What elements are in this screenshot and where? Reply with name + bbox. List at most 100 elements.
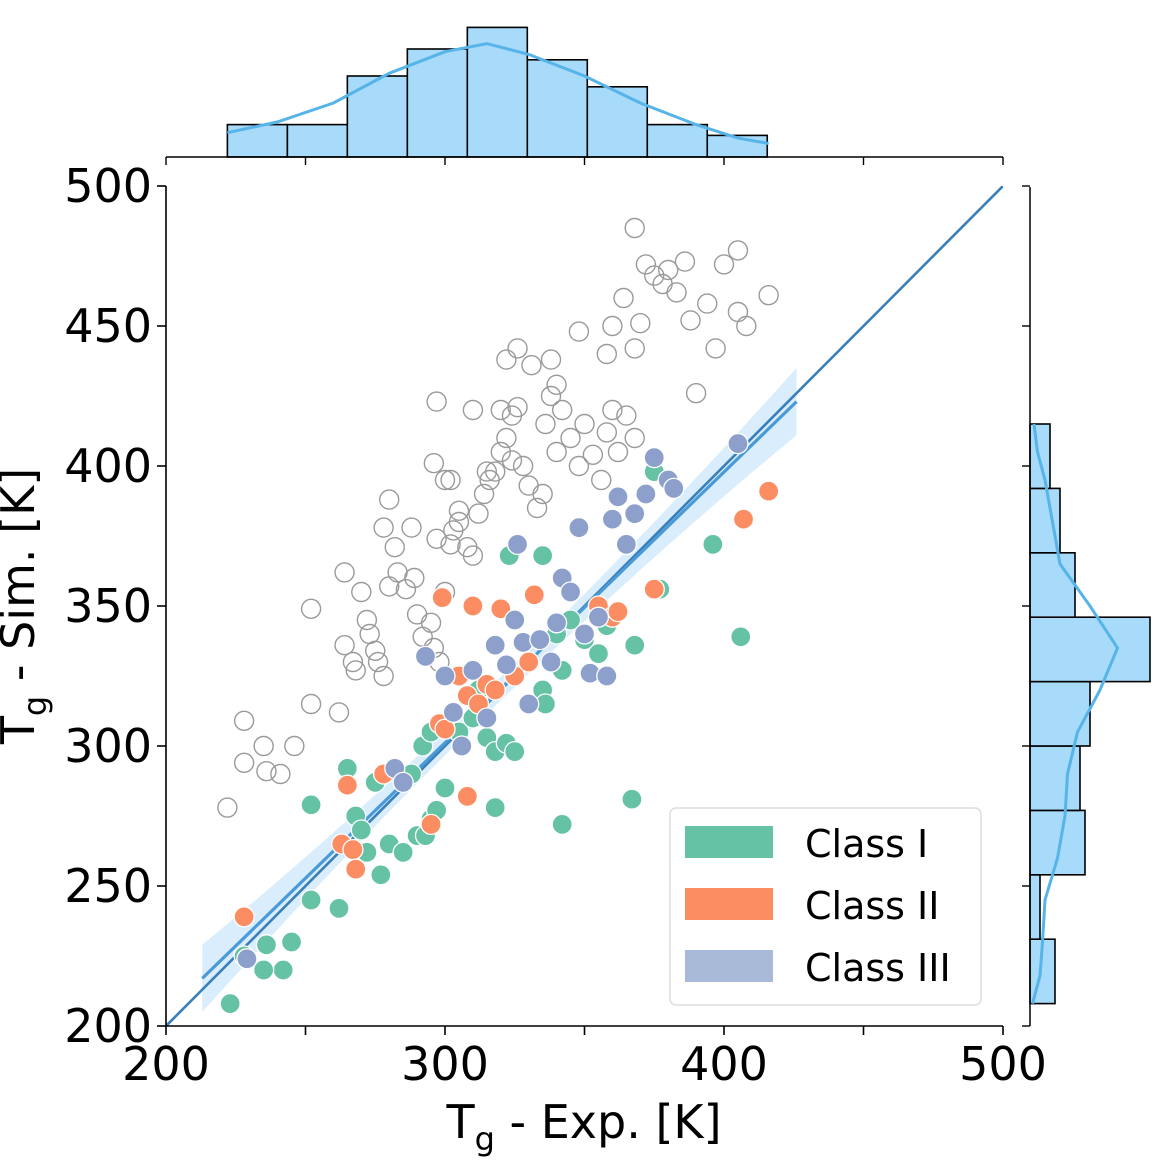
class-ii-point: [732, 508, 755, 530]
unlabeled-point: [521, 355, 542, 376]
top-hist-bar: [406, 48, 469, 158]
class-iii-point: [504, 609, 526, 631]
right-hist-bar: [1029, 616, 1151, 683]
unlabeled-point: [233, 710, 255, 731]
unlabeled-point: [345, 660, 366, 681]
legend-swatch-class2: [685, 888, 773, 920]
class-i-point: [551, 813, 573, 836]
unlabeled-point: [490, 399, 511, 421]
class-iii-point: [596, 665, 618, 687]
x-tick-label: 200: [122, 1037, 210, 1091]
top-hist-bar: [646, 123, 709, 158]
y-tick-label: 400: [64, 439, 152, 493]
unlabeled-point: [582, 444, 604, 465]
unlabeled-point: [540, 385, 562, 407]
class-ii-point: [523, 584, 545, 606]
unlabeled-point: [284, 735, 305, 757]
unlabeled-point: [473, 483, 495, 505]
unlabeled-point: [476, 461, 498, 482]
y-tick-label: 300: [64, 719, 152, 773]
class-iii-point: [495, 654, 518, 676]
unlabeled-point: [462, 545, 484, 566]
unlabeled-point: [624, 427, 645, 449]
unlabeled-point: [602, 315, 623, 337]
class-i-point: [219, 992, 241, 1015]
right-hist-bar: [1029, 551, 1076, 618]
unlabeled-point: [426, 528, 447, 549]
class-i-point: [587, 642, 610, 665]
class-i-point: [255, 934, 278, 956]
unlabeled-point: [462, 399, 484, 421]
class-iii-point: [236, 948, 258, 970]
unlabeled-point: [658, 259, 679, 281]
class-iii-point: [607, 486, 629, 508]
unlabeled-point: [532, 483, 553, 505]
class-i-point: [252, 959, 275, 981]
unlabeled-point: [440, 534, 461, 555]
class-iii-point: [540, 651, 562, 673]
unlabeled-point: [440, 469, 461, 491]
right-hist-bar: [1029, 809, 1086, 876]
class-ii-point: [484, 679, 506, 701]
unlabeled-point: [233, 752, 255, 773]
class-ii-point: [420, 813, 442, 836]
unlabeled-point: [624, 338, 645, 359]
unlabeled-point: [568, 321, 590, 342]
class-i-point: [272, 959, 294, 981]
class-ii-point: [345, 858, 367, 880]
y-axis-label: Tg - Sim. [K]: [0, 468, 54, 745]
unlabeled-point: [736, 315, 757, 337]
top-hist-bar: [286, 123, 349, 158]
x-tick-label: 300: [401, 1037, 489, 1091]
legend-label-class3: Class III: [805, 946, 951, 990]
class-i-point: [300, 889, 322, 911]
unlabeled-point: [448, 500, 470, 521]
unlabeled-point: [342, 651, 364, 673]
unlabeled-point: [420, 612, 442, 633]
right-kde-curve: [1031, 423, 1120, 1004]
unlabeled-point: [379, 489, 400, 510]
class-iii-point: [601, 508, 624, 530]
unlabeled-point: [630, 313, 651, 334]
unlabeled-point: [713, 254, 735, 275]
unlabeled-point: [758, 285, 779, 306]
unlabeled-point: [217, 797, 238, 818]
unlabeled-point: [596, 422, 618, 443]
class-ii-point: [643, 578, 665, 600]
y-tick-label: 350: [64, 579, 152, 633]
class-i-point: [434, 777, 456, 799]
unlabeled-point: [616, 405, 637, 426]
unlabeled-point: [373, 517, 394, 538]
unlabeled-point: [705, 338, 726, 359]
unlabeled-point: [680, 310, 701, 331]
class-i-point: [328, 897, 350, 920]
unlabeled-point: [507, 397, 528, 418]
unlabeled-point: [373, 665, 394, 687]
class-i-point: [392, 841, 414, 864]
unlabeled-point: [300, 598, 322, 619]
class-iii-point: [414, 645, 437, 668]
top-hist-bar: [346, 75, 409, 158]
class-i-point: [280, 931, 303, 953]
unlabeled-point: [596, 343, 618, 365]
class-iii-point: [663, 477, 685, 500]
class-i-point: [504, 740, 526, 763]
class-iii-point: [635, 483, 657, 505]
class-i-point: [532, 544, 554, 567]
class-i-point: [484, 796, 506, 819]
legend: Class I Class II Class III: [669, 807, 982, 1006]
unlabeled-point: [423, 453, 445, 474]
top-hist-bar: [526, 58, 589, 158]
unlabeled-point: [540, 349, 562, 370]
unlabeled-point: [328, 702, 350, 723]
unlabeled-point: [727, 240, 749, 261]
scatter-plot: 200 300 400 500 200 250 300 350 400 450 500 Tg - …: [0, 159, 1047, 1158]
unlabeled-point: [546, 441, 567, 463]
class-ii-point: [757, 480, 780, 502]
top-marginal-histogram: [165, 26, 1004, 165]
unlabeled-point: [507, 338, 528, 359]
class-iii-point: [568, 516, 590, 539]
class-i-point: [370, 864, 392, 886]
